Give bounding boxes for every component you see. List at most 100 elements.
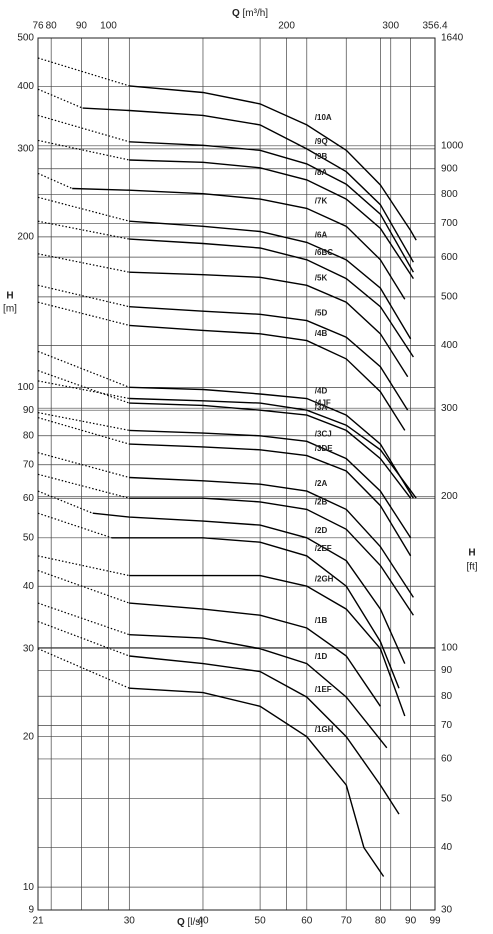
- y2-tick-label: 1000: [441, 140, 464, 151]
- y2-tick-label: 500: [441, 292, 458, 303]
- y-tick-label: 20: [23, 731, 35, 742]
- pump-curve: [129, 402, 412, 499]
- curve-label: /4JF: [315, 398, 331, 407]
- curve-extension: [37, 253, 130, 273]
- bottom-axis-unit: [l/s]: [188, 917, 204, 928]
- curve-extension: [37, 370, 130, 404]
- pump-curve: [129, 85, 417, 241]
- curve-extension: [37, 620, 130, 657]
- curve-extension: [37, 220, 130, 240]
- curve-label: /8A: [315, 168, 328, 177]
- y-tick-label: 80: [23, 430, 35, 441]
- x-tick-label: 99: [429, 916, 441, 927]
- y2-tick-label: 800: [441, 189, 458, 200]
- curve-label: /3DE: [315, 444, 333, 453]
- y-tick-label: 500: [17, 33, 34, 44]
- curve-extension: [37, 350, 130, 388]
- pump-curve: [72, 187, 406, 300]
- pump-curve: [129, 602, 381, 707]
- curve-label: /6A: [315, 230, 328, 239]
- y2-tick-label: 30: [441, 905, 453, 916]
- curve-extension: [37, 555, 130, 577]
- y-tick-label: 30: [23, 643, 35, 654]
- curve-label: /4B: [315, 329, 328, 338]
- y-tick-label: 10: [23, 882, 35, 893]
- x-tick-label: 70: [341, 916, 353, 927]
- curve-extension: [37, 648, 130, 689]
- pump-curve: [129, 141, 415, 273]
- curve-label: /5K: [315, 273, 328, 282]
- pump-curve: [129, 238, 414, 358]
- x-tick-label: 21: [32, 916, 44, 927]
- x-tick-label: 30: [124, 916, 136, 927]
- y2-tick-label: 400: [441, 340, 458, 351]
- curve-label: /9B: [315, 152, 328, 161]
- curve-label: /1D: [315, 652, 328, 661]
- x-tick-label: 90: [405, 916, 417, 927]
- y2-tick-label: 40: [441, 842, 453, 853]
- curve-extension: [37, 284, 130, 308]
- y-tick-label: 70: [23, 459, 35, 470]
- y2-tick-label: 700: [441, 218, 458, 229]
- curve-extension: [37, 139, 130, 161]
- plot-frame: [37, 37, 436, 911]
- curve-label: /9Q: [315, 137, 328, 146]
- x2-tick-label: 300: [382, 21, 399, 32]
- pump-curve: [129, 497, 414, 616]
- y2-tick-label: 60: [441, 754, 453, 765]
- curve-label: /1GH: [315, 725, 334, 734]
- curve-label: /2D: [315, 526, 328, 535]
- pump-curve: [129, 220, 412, 340]
- curve-label: /10A: [315, 113, 332, 122]
- pump-curve: [129, 324, 406, 431]
- curve-extension: [37, 512, 112, 539]
- x-tick-label: 50: [255, 916, 267, 927]
- pump-curve: [129, 429, 412, 539]
- pump-curve: [92, 512, 406, 664]
- y2-tick-label: 1640: [441, 33, 464, 44]
- y2-tick-label: 50: [441, 793, 453, 804]
- curve-label: /1B: [315, 616, 328, 625]
- curve-extension: [37, 114, 130, 143]
- right-axis-unit: [ft]: [466, 562, 477, 573]
- x2-tick-label: 80: [46, 21, 58, 32]
- curve-extension: [37, 380, 130, 400]
- pump-curve: [129, 386, 414, 499]
- x2-tick-label: 356.4: [422, 21, 447, 32]
- pump-curve: [129, 574, 406, 717]
- curve-label: /3CJ: [315, 429, 332, 438]
- curve-label: /1EF: [315, 685, 332, 694]
- top-axis-symbol: Q: [232, 8, 240, 19]
- pump-curve: [129, 443, 412, 557]
- curve-label: /5D: [315, 309, 328, 318]
- y2-tick-label: 70: [441, 720, 453, 731]
- y-tick-label: 60: [23, 493, 35, 504]
- bottom-axis-title: Q [l/s]: [177, 917, 203, 928]
- y-tick-label: 200: [17, 232, 34, 243]
- pump-curve: [129, 306, 409, 411]
- y2-tick-label: 200: [441, 491, 458, 502]
- pump-curve: [129, 397, 417, 499]
- y2-tick-label: 80: [441, 691, 453, 702]
- pump-curve: [129, 634, 388, 749]
- pump-curve: [129, 476, 414, 598]
- curve-label: /2B: [315, 497, 328, 506]
- pump-curve: [111, 537, 400, 689]
- pump-curve: [129, 655, 400, 815]
- curve-extension: [37, 57, 130, 87]
- y2-tick-label: 900: [441, 163, 458, 174]
- curve-extension: [37, 301, 130, 326]
- pump-curve: [82, 107, 415, 263]
- x2-tick-label: 100: [100, 21, 117, 32]
- x2-tick-label: 76: [32, 21, 44, 32]
- y2-tick-label: 90: [441, 665, 453, 676]
- right-axis-symbol: H: [468, 548, 475, 559]
- pump-curve: [129, 159, 414, 279]
- x-tick-label: 60: [301, 916, 313, 927]
- curve-label: /3A: [315, 403, 328, 412]
- curve-label: /2A: [315, 479, 328, 488]
- left-axis-symbol: H: [6, 291, 13, 302]
- y-tick-label: 400: [17, 81, 34, 92]
- x2-tick-label: 90: [76, 21, 88, 32]
